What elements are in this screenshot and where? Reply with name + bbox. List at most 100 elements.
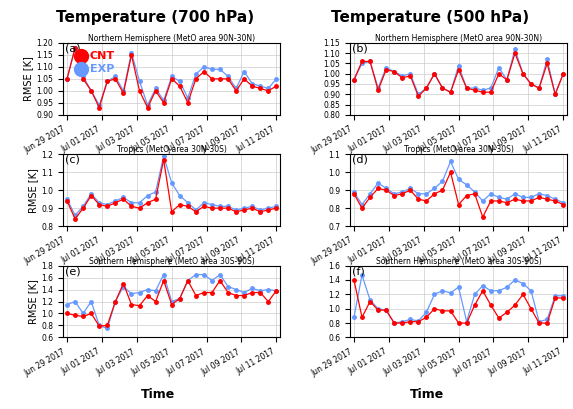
EXP [249, 204, 256, 209]
EXP [80, 311, 87, 316]
EXP [415, 92, 422, 97]
EXP [463, 85, 470, 90]
CNT [265, 299, 272, 304]
EXP [528, 81, 535, 86]
CNT [88, 88, 95, 93]
CNT [367, 195, 374, 200]
CNT [209, 290, 215, 295]
EXP [152, 86, 159, 91]
CNT [544, 321, 551, 326]
CNT [80, 314, 87, 319]
CNT [241, 293, 248, 298]
CNT [152, 299, 159, 304]
EXP [496, 288, 503, 293]
EXP [471, 189, 478, 194]
Text: Temperature (700 hPa): Temperature (700 hPa) [56, 10, 254, 25]
EXP [447, 290, 454, 295]
CNT [128, 204, 135, 209]
EXP [504, 77, 511, 82]
Y-axis label: RMSE [K]: RMSE [K] [23, 56, 34, 101]
CNT [217, 278, 223, 283]
EXP [544, 57, 551, 62]
Legend: CNT, EXP: CNT, EXP [74, 49, 117, 76]
EXP [160, 98, 167, 103]
EXP [471, 292, 478, 297]
Title: Northern Hemisphere (MetO area 90N-30N): Northern Hemisphere (MetO area 90N-30N) [375, 34, 542, 43]
Text: (c): (c) [65, 155, 80, 165]
EXP [176, 193, 183, 198]
CNT [383, 308, 390, 312]
CNT [144, 293, 151, 298]
CNT [488, 303, 494, 308]
CNT [504, 77, 511, 82]
CNT [552, 295, 559, 300]
CNT [399, 75, 406, 80]
EXP [233, 207, 240, 212]
CNT [64, 198, 70, 203]
EXP [431, 292, 438, 297]
EXP [72, 299, 79, 304]
EXP [479, 283, 486, 288]
EXP [455, 63, 462, 68]
Text: Time: Time [410, 388, 444, 401]
Y-axis label: RMSE [K]: RMSE [K] [29, 279, 38, 324]
CNT [359, 59, 366, 64]
EXP [367, 59, 374, 64]
CNT [128, 52, 135, 57]
EXP [104, 79, 111, 84]
EXP [64, 76, 70, 81]
CNT [455, 202, 462, 207]
CNT [560, 71, 567, 76]
EXP [552, 197, 559, 202]
CNT [193, 76, 199, 81]
EXP [431, 71, 438, 76]
EXP [439, 85, 446, 90]
EXP [488, 85, 494, 90]
CNT [225, 206, 231, 211]
EXP [359, 61, 366, 66]
EXP [552, 92, 559, 97]
CNT [391, 321, 398, 326]
EXP [104, 202, 111, 207]
CNT [471, 191, 478, 196]
EXP [383, 65, 390, 70]
EXP [544, 193, 551, 198]
Title: Southern Hemisphere (MetO area 30S-90S): Southern Hemisphere (MetO area 30S-90S) [89, 256, 254, 265]
CNT [391, 193, 398, 198]
EXP [209, 278, 215, 283]
Line: CNT: CNT [352, 278, 565, 325]
CNT [160, 100, 167, 105]
CNT [217, 76, 223, 81]
EXP [375, 180, 382, 185]
EXP [112, 198, 119, 203]
EXP [257, 83, 264, 88]
EXP [217, 67, 223, 72]
CNT [72, 313, 79, 318]
Text: (a): (a) [65, 44, 81, 54]
CNT [431, 306, 438, 311]
EXP [367, 191, 374, 196]
CNT [209, 76, 215, 81]
CNT [423, 85, 430, 90]
CNT [520, 198, 527, 203]
CNT [185, 278, 191, 283]
CNT [552, 92, 559, 97]
EXP [528, 288, 535, 293]
CNT [431, 191, 438, 196]
CNT [496, 198, 503, 203]
CNT [273, 288, 280, 293]
CNT [351, 191, 358, 196]
CNT [72, 45, 79, 50]
EXP [367, 298, 374, 303]
Text: (d): (d) [352, 155, 368, 165]
Text: (b): (b) [352, 44, 368, 54]
CNT [544, 197, 551, 202]
EXP [168, 299, 175, 304]
CNT [439, 308, 446, 313]
EXP [209, 67, 215, 72]
CNT [225, 290, 231, 295]
CNT [120, 281, 127, 286]
CNT [201, 69, 207, 74]
EXP [359, 272, 366, 277]
CNT [560, 295, 567, 300]
